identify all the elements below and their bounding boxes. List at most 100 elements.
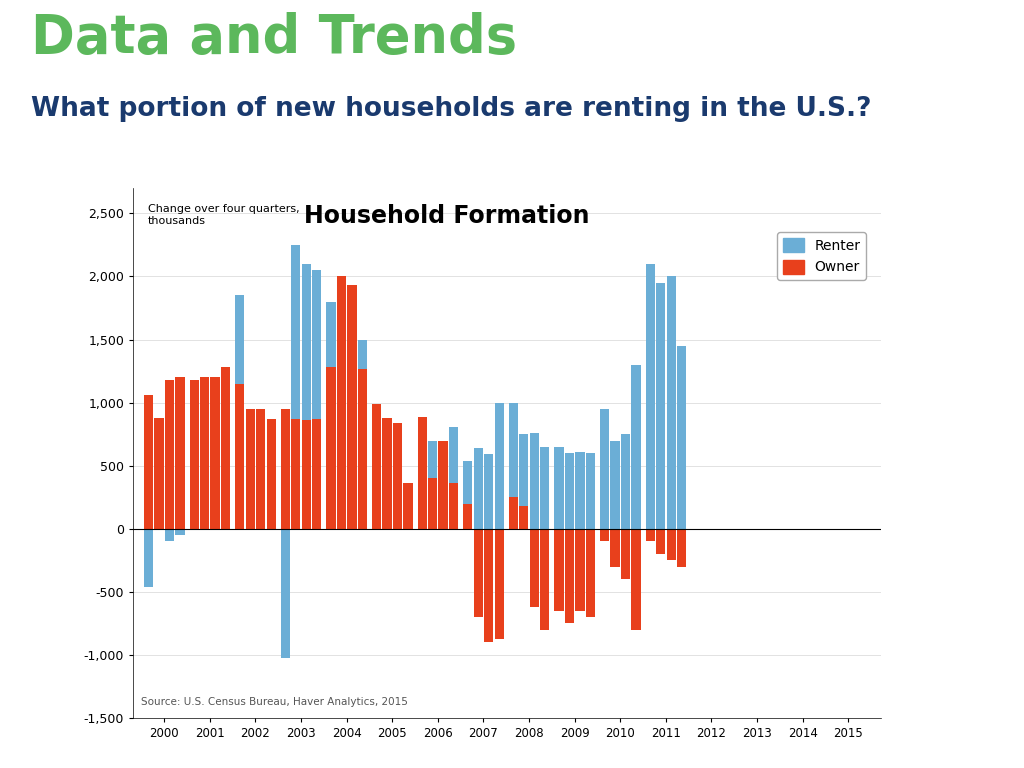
Bar <box>200 377 209 529</box>
Legend: Renter, Owner: Renter, Owner <box>777 232 866 280</box>
Bar <box>266 510 275 529</box>
Text: Household Formation: Household Formation <box>304 204 590 228</box>
Bar <box>281 409 290 529</box>
Bar <box>189 380 199 529</box>
Bar <box>327 302 336 529</box>
Bar <box>474 448 483 529</box>
Text: Graph provided by North American Real Estate Investment Trust, 2015 NAREIT Marke: Graph provided by North American Real Es… <box>20 740 714 754</box>
Bar <box>337 339 346 529</box>
Bar <box>357 369 367 529</box>
Bar <box>586 453 595 529</box>
Bar <box>519 434 528 529</box>
Bar <box>281 529 290 657</box>
Bar <box>484 455 494 529</box>
Bar <box>347 342 356 529</box>
Bar <box>632 529 641 630</box>
Bar <box>509 498 518 529</box>
Bar <box>200 522 209 529</box>
Bar <box>610 529 620 567</box>
Bar <box>211 377 220 529</box>
Text: What portion of new households are renting in the U.S.?: What portion of new households are renti… <box>31 96 871 122</box>
Bar <box>236 384 245 529</box>
Bar <box>428 441 437 529</box>
Bar <box>337 276 346 529</box>
Bar <box>449 483 458 529</box>
Bar <box>495 529 504 639</box>
Bar <box>256 409 265 529</box>
Bar <box>175 529 184 535</box>
Bar <box>586 529 595 617</box>
Bar <box>575 529 585 611</box>
Bar <box>312 270 322 529</box>
Bar <box>632 365 641 529</box>
Bar <box>372 430 381 529</box>
Bar <box>347 286 356 529</box>
Bar <box>621 434 630 529</box>
Bar <box>221 516 230 529</box>
Bar <box>312 419 322 529</box>
Bar <box>221 367 230 529</box>
Bar <box>428 478 437 529</box>
Bar <box>291 245 300 529</box>
Bar <box>302 420 311 529</box>
Text: Change over four quarters,
thousands: Change over four quarters, thousands <box>148 204 300 227</box>
Bar <box>474 529 483 617</box>
Bar <box>529 529 539 607</box>
Bar <box>565 453 574 529</box>
Bar <box>302 264 311 529</box>
Bar <box>541 529 550 630</box>
Bar <box>382 418 391 529</box>
Bar <box>418 457 427 529</box>
Bar <box>372 404 381 529</box>
Bar <box>438 443 447 529</box>
Bar <box>645 264 654 529</box>
Bar <box>357 339 367 529</box>
Bar <box>256 510 265 529</box>
Bar <box>519 506 528 529</box>
Bar <box>211 504 220 529</box>
Bar <box>484 529 494 642</box>
Bar <box>189 514 199 529</box>
Bar <box>327 367 336 529</box>
Bar <box>403 483 413 529</box>
Bar <box>382 425 391 529</box>
Bar <box>656 283 666 529</box>
Bar <box>144 529 154 587</box>
Bar <box>677 346 686 529</box>
Bar <box>554 447 563 529</box>
Bar <box>236 296 245 529</box>
Bar <box>155 504 164 529</box>
Bar <box>621 529 630 579</box>
Bar <box>554 529 563 611</box>
Text: Source: U.S. Census Bureau, Haver Analytics, 2015: Source: U.S. Census Bureau, Haver Analyt… <box>140 697 408 707</box>
Bar <box>246 491 255 529</box>
Bar <box>165 529 174 541</box>
Bar <box>155 418 164 529</box>
Bar <box>656 529 666 554</box>
Bar <box>600 529 609 541</box>
Bar <box>529 433 539 529</box>
Bar <box>541 447 550 529</box>
Bar <box>509 402 518 529</box>
Text: An increase of 1.3 million rental households over past 4 quarters.: An increase of 1.3 million rental househ… <box>144 161 810 178</box>
Bar <box>418 416 427 529</box>
Bar <box>144 395 154 529</box>
Bar <box>463 504 472 529</box>
Bar <box>438 441 447 529</box>
Bar <box>266 419 275 529</box>
Bar <box>667 529 676 561</box>
Bar <box>667 276 676 529</box>
Bar <box>565 529 574 624</box>
Bar <box>246 409 255 529</box>
Text: Data and Trends: Data and Trends <box>31 12 517 64</box>
Bar <box>393 429 402 529</box>
Bar <box>610 441 620 529</box>
Bar <box>393 423 402 529</box>
Bar <box>403 491 413 529</box>
Bar <box>600 409 609 529</box>
Bar <box>291 419 300 529</box>
Bar <box>677 529 686 567</box>
Bar <box>175 377 184 529</box>
Bar <box>463 461 472 529</box>
Bar <box>449 427 458 529</box>
